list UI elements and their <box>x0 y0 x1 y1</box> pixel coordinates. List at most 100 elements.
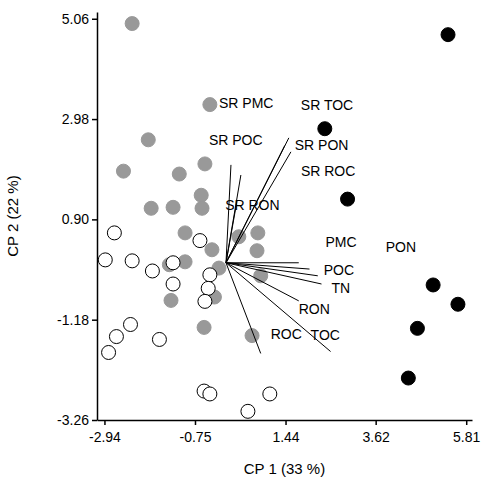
tick: -2.94 <box>89 420 121 445</box>
axis-line <box>98 420 473 422</box>
point <box>166 256 180 270</box>
tick-mark <box>195 420 197 425</box>
tick: 1.44 <box>272 420 299 445</box>
tick-label: 3.62 <box>363 429 390 445</box>
point <box>318 122 332 136</box>
point <box>193 234 207 248</box>
loading-vector <box>226 263 261 354</box>
tick-label: 2.98 <box>62 111 89 127</box>
loading-label: PMC <box>326 234 357 250</box>
point <box>141 133 155 147</box>
y-axis: -3.26 -1.18 0.90 2.98 5.06 <box>57 11 97 428</box>
tick-mark <box>92 219 97 221</box>
point <box>178 226 192 240</box>
point <box>205 243 219 257</box>
point <box>172 167 186 181</box>
tick-label: 0.90 <box>62 211 89 227</box>
loading-vector <box>226 263 299 301</box>
point <box>197 320 211 334</box>
point <box>203 268 217 282</box>
point <box>426 278 440 292</box>
loading-label: ROC <box>271 326 302 342</box>
point <box>451 297 465 311</box>
tick: 5.06 <box>62 11 97 27</box>
tick-mark <box>375 420 377 425</box>
point <box>166 277 180 291</box>
loading-label: RON <box>299 301 330 317</box>
point <box>152 332 166 346</box>
point <box>198 294 212 308</box>
point <box>203 98 217 112</box>
tick-mark <box>92 119 97 121</box>
point <box>107 226 121 240</box>
point <box>125 254 139 268</box>
tick-mark <box>466 420 468 425</box>
point <box>98 253 112 267</box>
point <box>410 321 424 335</box>
loading-label: PON <box>386 239 416 255</box>
tick-label: -3.26 <box>57 412 89 428</box>
point <box>116 164 130 178</box>
loading-label: SR ROC <box>301 163 355 179</box>
loading-label: TOC <box>311 327 340 343</box>
loading-vector <box>226 152 291 263</box>
point <box>201 281 215 295</box>
tick-label: -0.75 <box>180 429 212 445</box>
tick: -0.75 <box>180 420 212 445</box>
tick: 2.98 <box>62 111 97 127</box>
point <box>164 293 178 307</box>
tick-label: -1.18 <box>57 312 89 328</box>
tick-label: -2.94 <box>89 429 121 445</box>
tick: 5.81 <box>453 420 480 445</box>
plot-area <box>98 17 465 419</box>
point-series <box>98 226 277 418</box>
tick-label: 1.44 <box>272 429 299 445</box>
loading-vector <box>226 262 299 263</box>
point <box>401 371 415 385</box>
tick-label: 5.06 <box>62 11 89 27</box>
chart: -2.94 -0.75 1.44 3.62 5.81 -3.26 -1.18 0.90 2.98… <box>0 0 487 487</box>
tick-label: 5.81 <box>453 429 480 445</box>
point <box>109 330 123 344</box>
loading-label: POC <box>324 262 354 278</box>
loading-labels: SR PMC SR POC SR RON SR TOC SR PON SR ROC PMC P… <box>209 95 416 343</box>
loading-label: SR POC <box>209 132 263 148</box>
x-axis: -2.94 -0.75 1.44 3.62 5.81 <box>89 420 481 445</box>
point <box>251 226 265 240</box>
loading-label: TN <box>332 280 351 296</box>
loading-label: SR TOC <box>301 97 353 113</box>
loading-label: SR PON <box>295 137 349 153</box>
loading-vector <box>226 146 285 263</box>
tick-mark <box>92 420 97 422</box>
tick-mark <box>104 420 106 425</box>
tick: 0.90 <box>62 211 97 227</box>
tick-mark <box>92 19 97 21</box>
loading-label: SR PMC <box>219 95 273 111</box>
tick-mark <box>92 319 97 321</box>
loading-vector <box>226 263 322 284</box>
axis-line <box>97 13 99 421</box>
tick: 3.62 <box>363 420 390 445</box>
point-series <box>116 17 267 343</box>
point <box>125 17 139 31</box>
point <box>441 28 455 42</box>
point <box>194 188 208 202</box>
point <box>341 192 355 206</box>
point <box>241 404 255 418</box>
loading-vector <box>226 138 289 263</box>
tick: -3.26 <box>57 412 97 428</box>
point <box>123 318 137 332</box>
point <box>203 387 217 401</box>
point <box>145 264 159 278</box>
point <box>102 345 116 359</box>
x-axis-title: CP 1 (33 %) <box>244 460 325 477</box>
point <box>250 244 264 258</box>
point <box>166 200 180 214</box>
y-axis-title: CP 2 (22 %) <box>4 175 21 256</box>
point <box>198 157 212 171</box>
point <box>195 201 209 215</box>
point <box>263 387 277 401</box>
point <box>144 201 158 215</box>
loading-label: SR RON <box>225 197 279 213</box>
tick: -1.18 <box>57 312 97 328</box>
